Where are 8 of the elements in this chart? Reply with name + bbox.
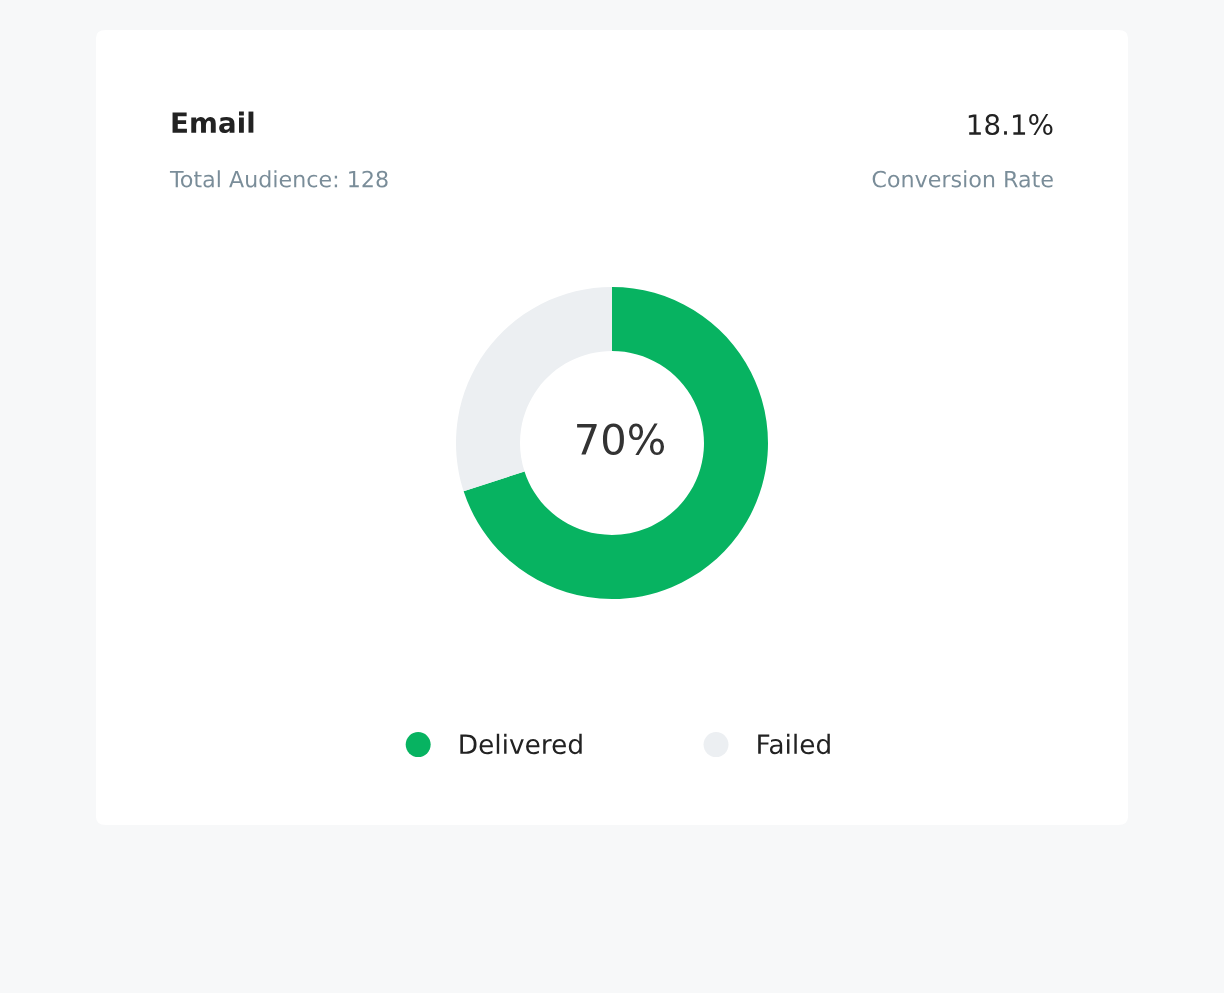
chart-subtitle: Total Audience: 128 [169, 170, 388, 188]
text: 70% [577, 423, 665, 456]
chart-title: Email [172, 111, 254, 134]
text: Conversion Rate [872, 170, 1053, 188]
legend-label: Failed [758, 733, 830, 755]
text: 18.1% [968, 114, 1053, 136]
donut-slice [463, 287, 768, 599]
legend-label: Delivered [460, 733, 582, 755]
